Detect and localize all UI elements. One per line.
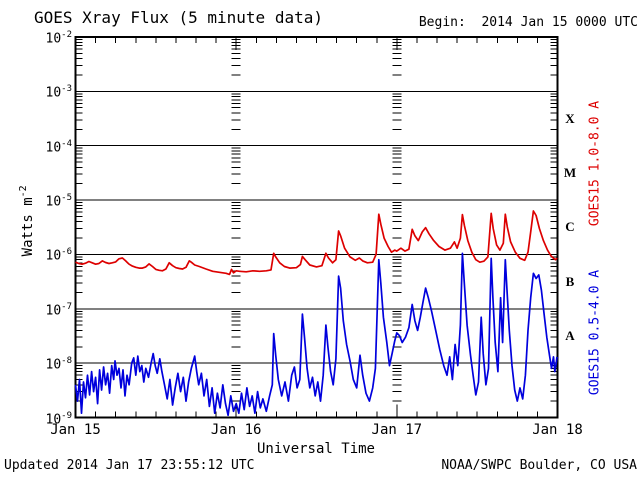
source-credit: NOAA/SWPC Boulder, CO USA xyxy=(441,458,637,473)
y-tick-label: 10-2 xyxy=(45,30,73,47)
y-tick-label: 10-9 xyxy=(45,410,73,427)
y-tick-label: 10-5 xyxy=(45,193,73,210)
series-label-long-wavelength: GOES15 1.0-8.0 A xyxy=(587,100,603,227)
y-tick-label: 10-7 xyxy=(45,301,73,319)
x-axis-label: Universal Time xyxy=(256,441,375,457)
begin-timestamp: Begin: 2014 Jan 15 0000 UTC xyxy=(418,15,638,30)
x-tick-label: Jan 17 xyxy=(371,422,423,438)
y-tick-label: 10-8 xyxy=(45,356,73,373)
chart-title: GOES Xray Flux (5 minute data) xyxy=(34,8,323,27)
flare-class-letter-a: A xyxy=(565,327,575,343)
flare-class-letter-c: C xyxy=(565,219,575,235)
x-tick-label: Jan 18 xyxy=(532,422,583,438)
flare-class-letter-x: X xyxy=(565,110,575,126)
flare-class-letter-m: M xyxy=(563,164,577,180)
y-tick-label: 10-4 xyxy=(45,138,73,156)
x-tick-label: Jan 16 xyxy=(210,422,262,438)
y-tick-label: 10-6 xyxy=(45,247,73,264)
x-tick-label: Jan 15 xyxy=(50,422,101,438)
flare-class-letter-b: B xyxy=(565,273,575,289)
series-label-short-wavelength: GOES15 0.5-4.0 A xyxy=(587,269,603,396)
updated-timestamp: Updated 2014 Jan 17 23:55:12 UTC xyxy=(4,458,255,473)
y-axis-label: Watts m-2 xyxy=(18,185,36,257)
y-tick-label: 10-3 xyxy=(45,84,73,101)
